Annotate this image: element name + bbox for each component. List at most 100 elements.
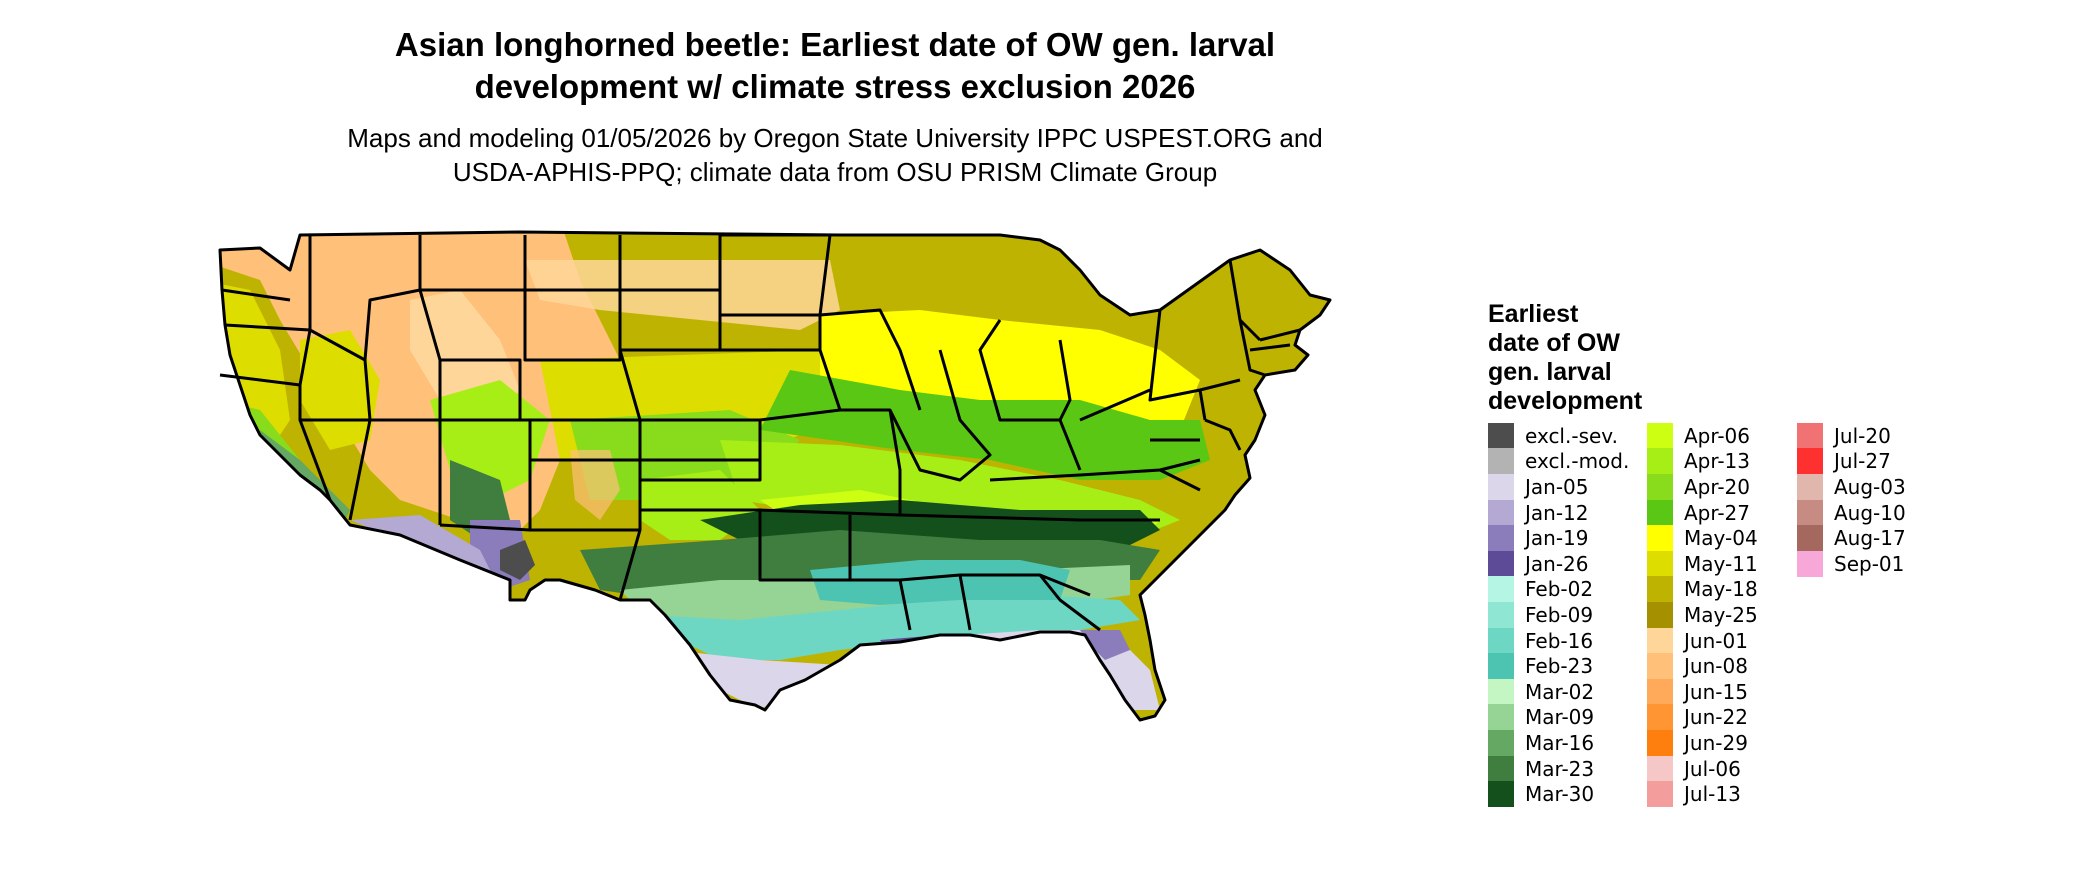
subtitle-line-1: Maps and modeling 01/05/2026 by Oregon S… [347, 123, 1323, 153]
legend-item: Apr-06 [1647, 422, 1817, 449]
legend-swatch [1647, 601, 1673, 628]
legend-item: Jun-01 [1647, 627, 1817, 654]
legend-swatch [1647, 448, 1673, 475]
legend-label: Feb-02 [1525, 577, 1594, 602]
legend-item: Jul-27 [1797, 448, 1967, 475]
legend-column: Jul-20 Jul-27 Aug-03 Aug-10 Aug-17 Sep-01 [1797, 422, 1967, 577]
legend-item: Aug-03 [1797, 473, 1967, 500]
legend-item: excl.-mod. [1488, 448, 1658, 475]
legend-item: Jul-20 [1797, 422, 1967, 449]
development-date-zones [220, 232, 1330, 720]
legend-label: Apr-20 [1684, 474, 1750, 499]
legend-swatch [1797, 422, 1823, 449]
legend-label: Jun-29 [1684, 730, 1748, 755]
legend-item: May-25 [1647, 601, 1817, 628]
legend-swatch [1488, 704, 1514, 731]
legend-label: Apr-13 [1684, 449, 1750, 474]
legend-swatch [1797, 550, 1823, 577]
legend-label: Jun-22 [1684, 705, 1748, 730]
legend-label: Jan-05 [1525, 474, 1589, 499]
legend-label: Aug-03 [1834, 474, 1906, 499]
legend-label: May-25 [1684, 602, 1758, 627]
legend-swatch [1647, 755, 1673, 782]
subtitle-line-2: USDA-APHIS-PPQ; climate data from OSU PR… [452, 157, 1218, 187]
legend-label: Feb-16 [1525, 628, 1594, 653]
legend-swatch [1647, 525, 1673, 552]
legend-item: Feb-02 [1488, 576, 1658, 603]
legend-label: May-04 [1684, 526, 1758, 551]
map-title: Asian longhorned beetle: Earliest date o… [250, 24, 1420, 108]
legend-label: Aug-17 [1834, 526, 1906, 551]
legend-swatch [1647, 473, 1673, 500]
legend-item: Jan-05 [1488, 473, 1658, 500]
map-subtitle: Maps and modeling 01/05/2026 by Oregon S… [250, 121, 1420, 189]
legend-label: Jun-01 [1684, 628, 1748, 653]
legend-item: Feb-23 [1488, 653, 1658, 680]
legend-label: Sep-01 [1834, 551, 1905, 576]
legend-swatch [1488, 653, 1514, 680]
legend-swatch [1488, 550, 1514, 577]
legend-item: Jan-19 [1488, 525, 1658, 552]
title-line-2: development w/ climate stress exclusion … [474, 68, 1196, 105]
legend-label: Apr-27 [1684, 500, 1750, 525]
legend-label: Jan-19 [1525, 526, 1589, 551]
legend-item: Aug-17 [1797, 525, 1967, 552]
legend-label: Aug-10 [1834, 500, 1906, 525]
legend-label: Jul-20 [1834, 423, 1891, 448]
legend-swatch [1647, 729, 1673, 756]
legend-label: Jan-12 [1525, 500, 1589, 525]
legend-item: May-11 [1647, 550, 1817, 577]
legend-swatch [1797, 499, 1823, 526]
legend-swatch [1647, 499, 1673, 526]
legend-item: Jul-06 [1647, 755, 1817, 782]
legend-swatch [1647, 653, 1673, 680]
legend-item: Jan-26 [1488, 550, 1658, 577]
legend-column: Apr-06 Apr-13 Apr-20 Apr-27 May-04 May-11 May-… [1647, 422, 1817, 808]
legend-item: Feb-09 [1488, 601, 1658, 628]
legend-swatch [1647, 678, 1673, 705]
legend-item: Sep-01 [1797, 550, 1967, 577]
legend-swatch [1488, 576, 1514, 603]
legend-item: Jun-29 [1647, 729, 1817, 756]
legend-swatch [1488, 601, 1514, 628]
legend-swatch [1488, 729, 1514, 756]
legend-label: Feb-09 [1525, 602, 1594, 627]
legend-label: Mar-30 [1525, 782, 1595, 807]
legend-item: May-18 [1647, 576, 1817, 603]
legend-title-line: Earliest [1488, 300, 1579, 328]
legend-label: Jan-26 [1525, 551, 1589, 576]
legend-item: May-04 [1647, 525, 1817, 552]
legend-label: Mar-02 [1525, 679, 1595, 704]
legend-label: Jul-13 [1684, 782, 1741, 807]
legend-swatch [1647, 627, 1673, 654]
legend-swatch [1488, 499, 1514, 526]
legend-swatch [1488, 525, 1514, 552]
legend-item: Apr-27 [1647, 499, 1817, 526]
legend-swatch [1797, 473, 1823, 500]
legend-title-line: gen. larval [1488, 358, 1612, 386]
legend-label: May-18 [1684, 577, 1758, 602]
legend-item: Mar-30 [1488, 781, 1658, 808]
legend-label: Mar-16 [1525, 730, 1595, 755]
legend-item: Mar-16 [1488, 729, 1658, 756]
legend-title-line: development [1488, 387, 1643, 415]
legend-label: Feb-23 [1525, 654, 1594, 679]
legend-title-line: date of OW [1488, 329, 1620, 357]
legend-swatch [1488, 473, 1514, 500]
legend-label: Jul-06 [1684, 756, 1741, 781]
legend-item: Mar-09 [1488, 704, 1658, 731]
legend-swatch [1488, 781, 1514, 808]
legend-label: May-11 [1684, 551, 1758, 576]
legend-item: excl.-sev. [1488, 422, 1658, 449]
legend-item: Jan-12 [1488, 499, 1658, 526]
legend-swatch [1488, 422, 1514, 449]
legend-item: Jun-08 [1647, 653, 1817, 680]
legend-item: Jul-13 [1647, 781, 1817, 808]
legend-item: Mar-02 [1488, 678, 1658, 705]
legend-swatch [1647, 704, 1673, 731]
legend-label: Mar-23 [1525, 756, 1595, 781]
legend-item: Feb-16 [1488, 627, 1658, 654]
legend-label: Mar-09 [1525, 705, 1595, 730]
us-map [218, 230, 1332, 722]
legend-item: Jun-15 [1647, 678, 1817, 705]
